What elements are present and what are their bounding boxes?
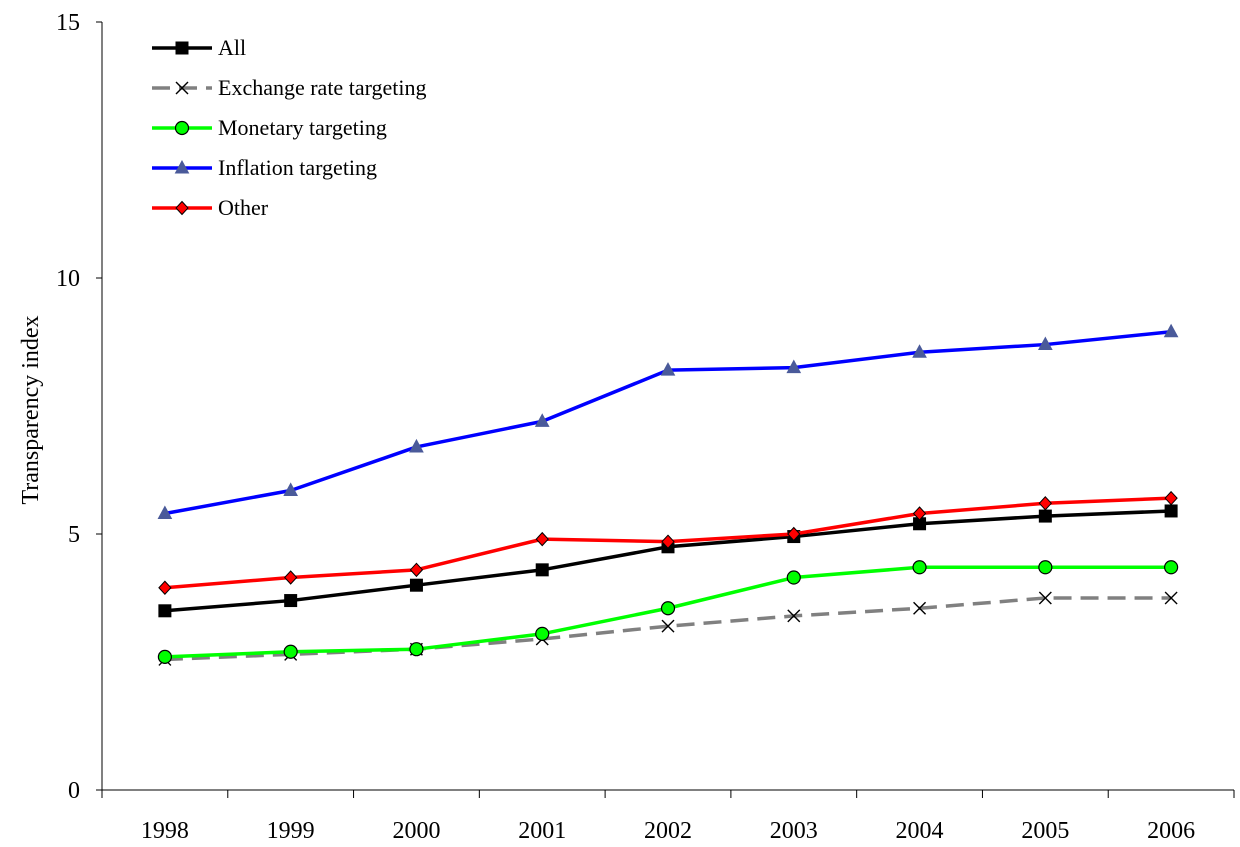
data-point (157, 505, 173, 520)
data-point (534, 413, 550, 427)
x-tick-label: 1998 (141, 818, 189, 844)
series-monetary-targeting (157, 560, 1179, 664)
x-tick-label: 2003 (770, 818, 818, 844)
x-tick-label: 1999 (267, 818, 315, 844)
x-tick-label: 2006 (1147, 818, 1195, 844)
legend-entry: Exchange rate targeting (152, 75, 427, 100)
data-point (660, 601, 676, 616)
legend-marker (175, 41, 189, 55)
data-point (1038, 509, 1052, 523)
x-tick-label: 2005 (1021, 818, 1069, 844)
data-point (158, 580, 172, 595)
axes: 0 5 10 15 1998 1999 2000 2001 2002 2003 2004 2005 20… (56, 10, 1235, 844)
data-point (1164, 591, 1178, 605)
y-tick-label: 10 (56, 266, 80, 292)
data-point (409, 578, 423, 592)
data-point (157, 649, 172, 664)
data-point (1038, 496, 1053, 511)
data-point (283, 644, 298, 659)
series-line (164, 330, 1172, 516)
legend-marker (174, 120, 190, 136)
data-point (283, 482, 299, 496)
data-point (1037, 336, 1053, 351)
x-tick-label: 2000 (392, 818, 440, 844)
data-point (660, 362, 676, 376)
data-point (913, 601, 927, 615)
series-line (164, 509, 1172, 613)
data-point (787, 609, 801, 623)
data-point (912, 506, 927, 521)
legend: All Exchange rate targeting Monetary targe… (152, 35, 427, 220)
legend-marker (174, 159, 190, 174)
data-point (1038, 591, 1052, 605)
data-point (912, 344, 927, 358)
y-tick-label: 0 (68, 778, 80, 804)
data-point (409, 438, 424, 453)
legend-entry: Monetary targeting (152, 115, 387, 140)
x-tick-label: 2001 (518, 818, 566, 844)
series-all (158, 504, 1178, 618)
y-axis-label: Transparency index (18, 315, 44, 504)
data-point (1038, 560, 1053, 575)
series-inflation-targeting (157, 323, 1179, 520)
series-other (158, 490, 1178, 595)
y-tick-label: 15 (56, 10, 80, 36)
legend-label: Exchange rate targeting (218, 75, 427, 100)
data-point (283, 570, 298, 585)
legend-label: All (218, 35, 246, 60)
data-point (535, 563, 549, 577)
data-point (535, 531, 549, 547)
data-point (912, 560, 927, 575)
data-point (1164, 490, 1178, 506)
x-tick-label: 2002 (644, 818, 692, 844)
legend-entry: Inflation targeting (152, 155, 377, 180)
legend-marker (175, 81, 189, 95)
data-point (284, 594, 298, 608)
series-layer (157, 323, 1179, 666)
data-point (409, 562, 424, 578)
legend-entry: All (152, 35, 246, 60)
data-point (787, 526, 801, 542)
data-point (786, 570, 801, 585)
data-point (1164, 504, 1178, 518)
legend-label: Monetary targeting (218, 115, 387, 140)
data-point (535, 626, 550, 641)
legend-marker (175, 200, 189, 216)
data-point (661, 534, 675, 549)
y-tick-label: 5 (68, 522, 80, 548)
legend-entry: Other (152, 195, 269, 220)
data-point (158, 604, 172, 618)
data-point (409, 642, 424, 657)
x-tick-label: 2004 (896, 818, 944, 844)
data-point (661, 619, 675, 633)
data-point (786, 359, 802, 374)
data-point (1163, 323, 1179, 338)
legend-label: Inflation targeting (218, 155, 377, 180)
data-point (1164, 560, 1179, 575)
legend-label: Other (218, 195, 269, 220)
